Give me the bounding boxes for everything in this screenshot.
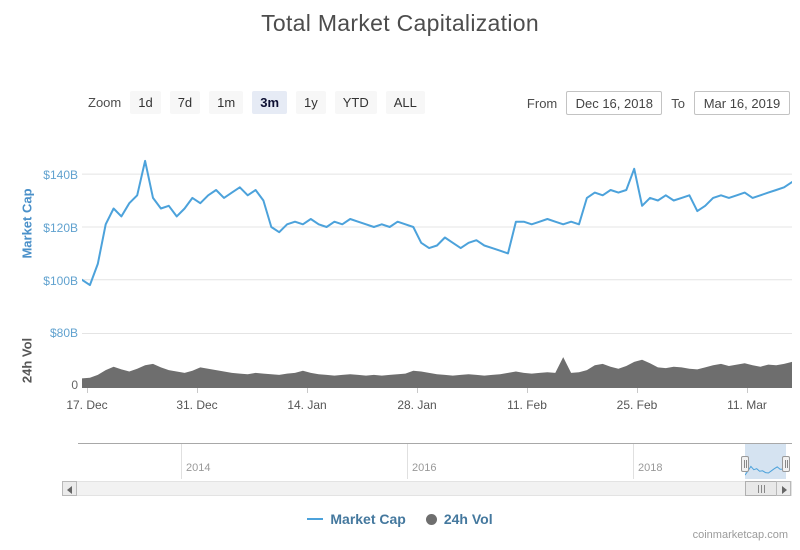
x-axis-label: 28. Jan [397, 398, 437, 412]
scrollbar-right-button[interactable] [776, 481, 791, 496]
zoom-button-1m[interactable]: 1m [209, 91, 244, 114]
market-cap-axis-title: Market Cap [19, 188, 35, 259]
date-range-group: From To [527, 91, 790, 115]
x-axis-label: 14. Jan [287, 398, 327, 412]
volume-axis-title: 24h Vol [19, 337, 35, 384]
x-axis-tick [417, 388, 418, 393]
x-axis-tick [307, 388, 308, 393]
scrollbar-thumb[interactable] [745, 481, 778, 496]
navigator[interactable]: 2014 2016 2018 [78, 443, 792, 479]
navigator-year-label: 2018 [638, 462, 663, 474]
zoom-button-group: Zoom 1d 7d 1m 3m 1y YTD ALL [88, 91, 425, 114]
navigator-gridline [181, 444, 182, 479]
x-axis-tick [527, 388, 528, 393]
navigator-handle-left[interactable] [741, 456, 749, 472]
volume-area-chart [82, 333, 792, 388]
thumb-grip-icon [761, 485, 762, 493]
y-axis-label-140b: $140B [43, 168, 78, 182]
scrollbar [62, 481, 792, 496]
right-arrow-icon [782, 486, 787, 494]
x-axis-label: 11. Feb [507, 398, 547, 412]
y-axis-label-120b: $120B [43, 221, 78, 235]
navigator-gridline [633, 444, 634, 479]
x-axis-label: 11. Mar [727, 398, 767, 412]
x-axis-tick [197, 388, 198, 393]
x-axis-tick [87, 388, 88, 393]
zoom-button-7d[interactable]: 7d [169, 91, 201, 114]
zoom-button-3m[interactable]: 3m [252, 91, 288, 114]
legend-item-market-cap[interactable]: Market Cap [307, 511, 406, 527]
navigator-year-label: 2014 [186, 462, 211, 474]
volume-plot-area[interactable] [82, 333, 792, 388]
from-label: From [526, 95, 558, 111]
legend-item-24h-vol[interactable]: 24h Vol [425, 511, 493, 527]
legend-label: Market Cap [330, 511, 406, 527]
x-axis-label: 31. Dec [176, 398, 218, 412]
y-axis-label-100b: $100B [43, 274, 78, 288]
handle-grip-icon [744, 460, 745, 468]
navigator-selected-range[interactable] [745, 444, 786, 479]
y-axis-label-0: 0 [71, 378, 78, 392]
x-axis-tick [637, 388, 638, 393]
scrollbar-left-button[interactable] [62, 481, 77, 496]
range-selector: Zoom 1d 7d 1m 3m 1y YTD ALL From To [0, 91, 800, 117]
left-arrow-icon [67, 486, 72, 494]
from-date-input[interactable] [566, 91, 663, 115]
zoom-button-ytd[interactable]: YTD [334, 91, 377, 114]
x-axis-label: 25. Feb [616, 398, 658, 412]
zoom-label: Zoom [88, 95, 122, 110]
legend-label: 24h Vol [443, 511, 493, 527]
navigator-gridline [407, 444, 408, 479]
zoom-button-1y[interactable]: 1y [296, 91, 326, 114]
scrollbar-track[interactable] [62, 481, 792, 496]
handle-grip-icon [746, 460, 747, 468]
circle-marker-icon [425, 513, 437, 525]
y-axis-label-80b: $80B [49, 326, 78, 340]
market-cap-plot-area[interactable] [82, 153, 792, 293]
x-axis-tick [747, 388, 748, 393]
market-cap-line-chart [82, 159, 792, 287]
watermark: coinmarketcap.com [692, 529, 788, 541]
line-marker-icon [307, 518, 324, 520]
zoom-button-all[interactable]: ALL [385, 91, 425, 114]
navigator-handle-right[interactable] [782, 456, 790, 472]
handle-grip-icon [787, 460, 788, 468]
navigator-year-label: 2016 [412, 462, 437, 474]
handle-grip-icon [785, 460, 786, 468]
zoom-button-1d[interactable]: 1d [130, 91, 161, 114]
navigator-mini-line [745, 465, 786, 476]
thumb-grip-icon [764, 485, 765, 493]
x-axis-label: 17. Dec [66, 398, 108, 412]
legend: Market Cap 24h Vol [0, 511, 800, 527]
to-date-input[interactable] [694, 91, 790, 115]
thumb-grip-icon [758, 485, 759, 493]
page-title: Total Market Capitalization [261, 10, 539, 36]
to-label: To [671, 95, 685, 111]
